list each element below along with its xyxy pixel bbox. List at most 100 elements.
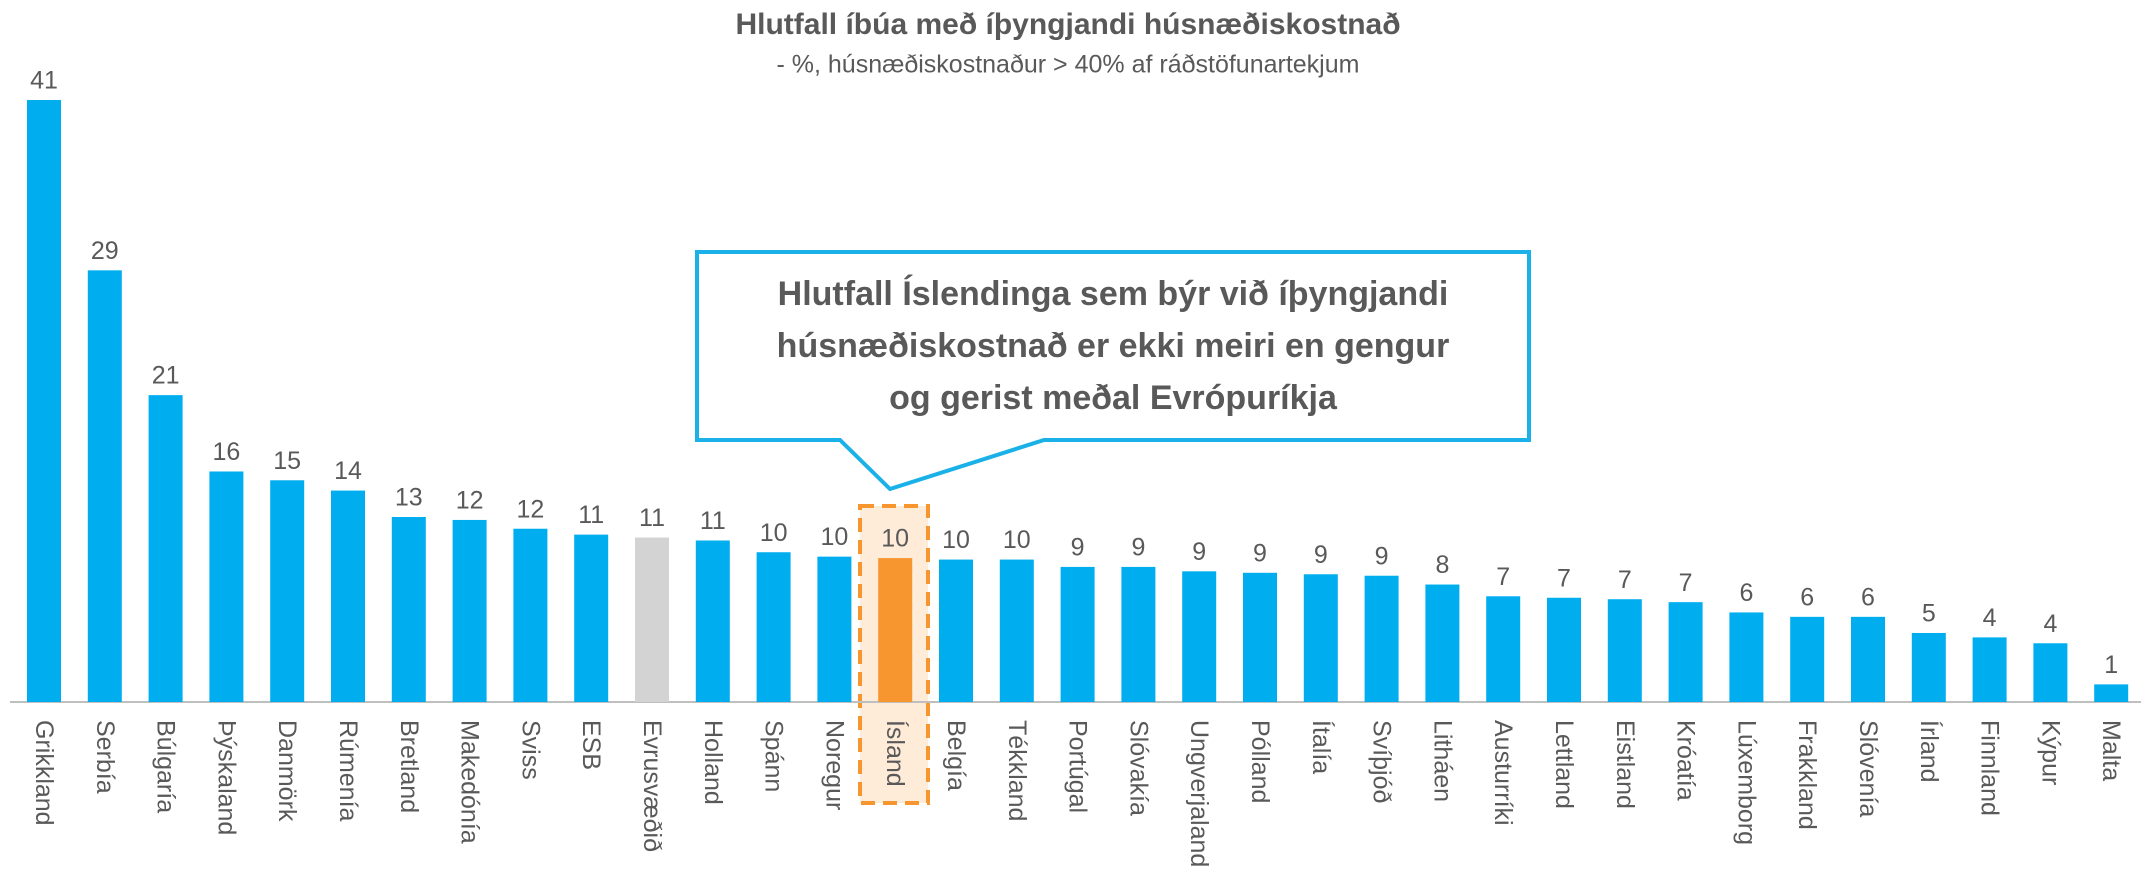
x-tick-label: Danmörk [273,720,301,822]
x-tick-label: Eistland [1611,720,1639,809]
value-label: 14 [334,457,362,485]
value-label: 7 [1679,569,1693,597]
callout-text: Hlutfall Íslendinga sem býr við íþyngjan… [778,275,1449,313]
chart-title: Hlutfall íbúa með íþyngjandi húsnæðiskos… [735,8,1400,41]
value-label: 10 [820,523,848,551]
bar [999,559,1034,702]
value-label: 1 [2104,651,2118,679]
bar [1060,566,1095,702]
bar [2094,684,2129,702]
bar [391,516,426,702]
x-tick-label: Þýskaland [212,720,240,835]
bar [1121,566,1156,702]
x-tick-label: Spánn [760,720,788,792]
x-tick-label: Belgía [942,720,970,791]
x-tick-label: Holland [699,720,727,805]
bar [1851,616,1885,702]
value-label: 9 [1314,541,1328,569]
x-tick-label: Svíþjóð [1368,720,1396,803]
value-label: 41 [30,67,58,95]
value-label: 7 [1496,563,1510,591]
x-tick-label: Lettland [1550,720,1578,809]
value-label: 9 [1192,538,1206,566]
bar [635,537,669,702]
value-label: 12 [456,487,484,515]
x-tick-label: Sviss [516,720,544,780]
chart-subtitle: - %, húsnæðiskostnaður > 40% af ráðstöfu… [777,51,1360,79]
bar [148,395,183,702]
value-label: 29 [91,237,119,265]
x-tick-label: Noregur [820,720,848,810]
x-tick-label: Malta [2097,720,2125,781]
bar [2033,643,2068,702]
value-label: 10 [881,525,909,553]
value-label: 11 [639,504,665,532]
value-label: 13 [395,484,423,512]
bar [1182,571,1217,702]
value-label: 6 [1861,583,1875,611]
value-label: 21 [152,362,180,390]
bar [1972,637,2007,702]
value-label: 4 [1983,604,1997,632]
value-label: 16 [212,438,240,466]
x-tick-label: ESB [577,720,605,770]
x-tick-label: Makedónía [456,720,484,844]
value-label: 10 [942,526,970,554]
value-label: 7 [1557,564,1571,592]
bar [513,528,548,702]
bar [1303,574,1338,702]
bar [574,534,609,702]
x-tick-label: Króatía [1672,720,1700,801]
bar [939,559,973,702]
bar [1486,596,1521,702]
value-label: 6 [1739,579,1753,607]
bar [1243,572,1277,702]
x-tick-label: Slóvakía [1124,720,1152,816]
value-label: 8 [1435,551,1449,579]
x-tick-label: Ítalía [1307,720,1336,774]
x-tick-label: Rúmenía [334,720,362,822]
x-tick-label: Búlgaría [152,720,180,813]
bar [1547,597,1581,702]
x-tick-label: Tékkland [1003,720,1031,821]
value-label: 11 [578,501,604,529]
x-tick-label: Grikkland [30,720,58,826]
x-tick-label: Lúxemborg [1732,720,1760,845]
value-label: 4 [2043,610,2057,638]
bar [1668,602,1703,702]
bar [27,100,61,702]
bar [695,540,730,702]
value-label: 9 [1375,542,1389,570]
x-tick-label: Írland [1915,720,1944,783]
value-label: 12 [516,495,544,523]
bar [1364,575,1399,702]
bar [1911,632,1946,702]
x-tick-label: Slóvenía [1854,720,1882,817]
value-label: 9 [1131,534,1145,562]
bar [87,270,122,702]
bar [1425,584,1460,702]
x-tick-label: Pólland [1246,720,1274,803]
bar [452,519,487,702]
bar [270,480,305,702]
value-label: 5 [1922,600,1936,628]
bar [1729,612,1764,702]
bar [1790,616,1825,702]
x-tick-label: Ungverjaland [1185,720,1213,867]
x-tick-label: Ísland [881,720,910,787]
callout-box [695,250,1531,492]
value-label: 10 [760,519,788,547]
x-tick-label: Litháen [1428,720,1456,802]
x-tick-label: Frakkland [1793,720,1821,830]
x-tick-label: Serbía [91,720,119,794]
value-label: 15 [273,447,301,475]
bar [209,471,244,702]
value-label: 7 [1618,566,1632,594]
x-tick-label: Evrusvæðið [638,720,666,852]
callout-text: húsnæðiskostnað er ekki meiri en gengur [777,327,1450,365]
value-label: 11 [700,507,726,535]
bar [817,556,852,702]
bar [878,558,913,702]
x-tick-label: Portúgal [1064,720,1092,813]
